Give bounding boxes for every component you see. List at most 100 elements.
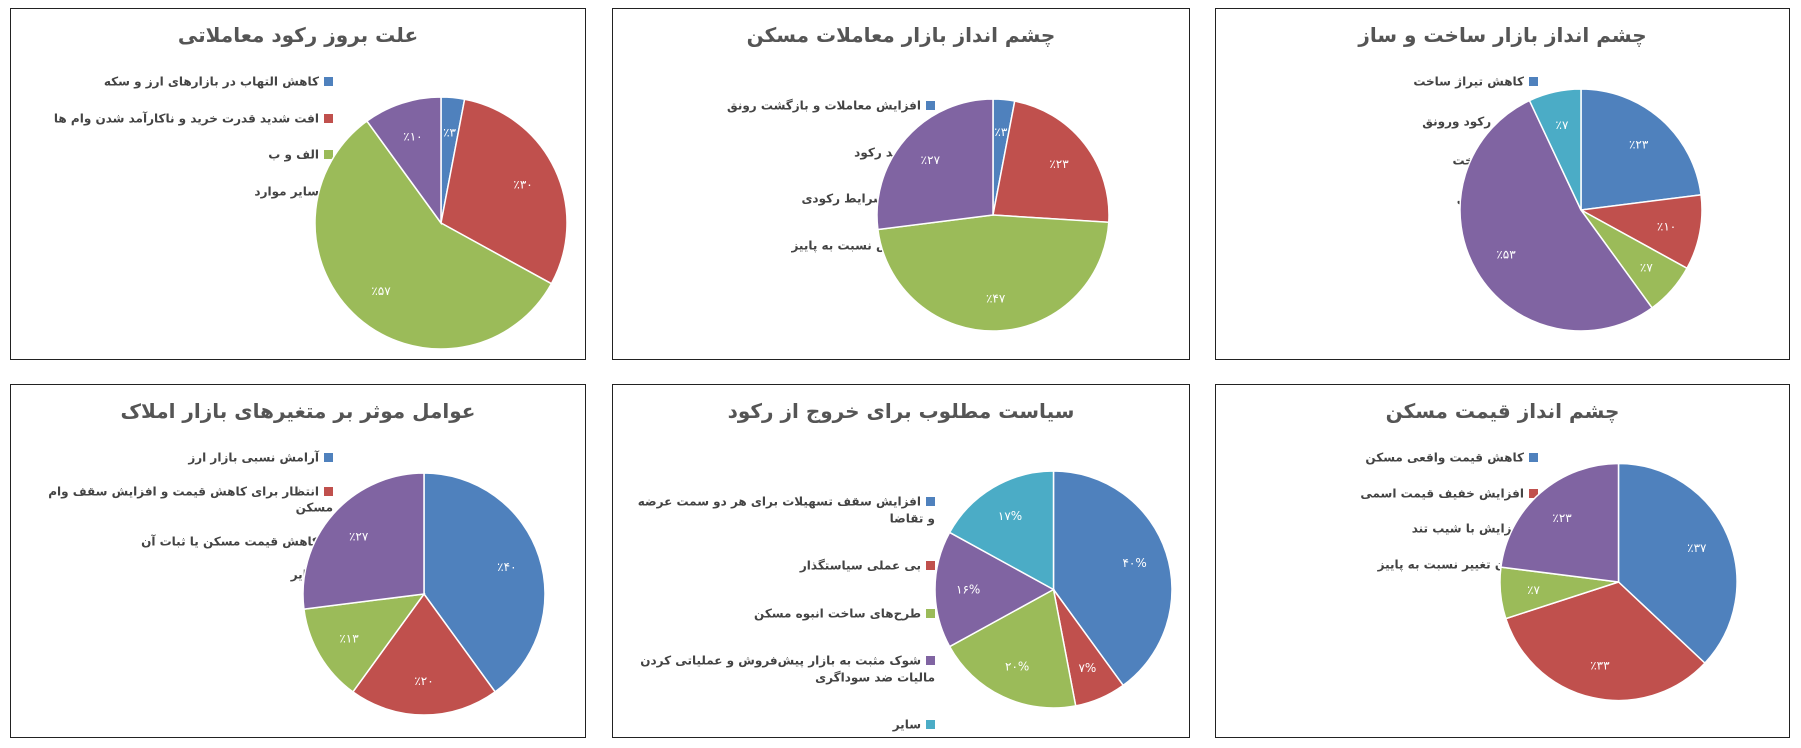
legend-swatch (926, 656, 935, 665)
legend-label: افزایش معاملات و بازگشت رونق (727, 98, 921, 113)
slice-data-label: ٪۵۳ (1496, 247, 1516, 261)
chart-title: چشم انداز بازار ساخت و ساز (1358, 23, 1647, 47)
chart-legend: کاهش التهاب در بازارهای ارز و سکه افت شدی… (33, 73, 333, 199)
legend-swatch (926, 608, 935, 618)
pie-slice (440, 98, 568, 285)
pie-slice (351, 592, 497, 716)
legend-label: سایر (892, 717, 921, 732)
legend-item: کاهش التهاب در بازارهای ارز و سکه (33, 73, 333, 90)
chart-panel-housing-transactions-outlook: چشم انداز بازار معاملات مسکن افزایش معام… (612, 8, 1190, 360)
legend-label: افزایش سقف تسهیلات برای هر دو سمت عرضه و… (637, 494, 935, 526)
slice-data-label: ٪۴۰ (497, 560, 516, 574)
legend-item: شوک مثبت به بازار پیش‌فروش و عملیاتی کرد… (635, 652, 935, 685)
legend-swatch (1529, 453, 1538, 462)
chart-title: عوامل موثر بر متغیرهای بازار املاک (120, 399, 476, 423)
pie-slice (1459, 99, 1654, 332)
pie-slice (948, 470, 1055, 591)
pie-chart: ٪۲۳ ٪۱۰ ٪۷ ٪۵۳ ٪۷ (1459, 88, 1703, 332)
legend-swatch (324, 150, 333, 159)
slice-data-label: ۱۷% (998, 509, 1022, 523)
slice-data-label: ٪۲۳ (1552, 511, 1572, 525)
slice-data-label: ٪۷ (1556, 118, 1569, 132)
slice-data-label: ٪۱۰ (403, 130, 422, 144)
pie-slice (1617, 462, 1738, 665)
slice-data-label: ٪۳۷ (1687, 541, 1707, 555)
legend-label: شوک مثبت به بازار پیش‌فروش و عملیاتی کرد… (640, 653, 935, 685)
legend-label: آرامش نسبی بازار ارز (188, 450, 319, 465)
legend-label: کاهش التهاب در بازارهای ارز و سکه (103, 74, 319, 89)
legend-label: سایر موارد (254, 184, 319, 198)
slice-data-label: ٪۱۰ (1657, 219, 1676, 233)
legend-label: الف و ب (268, 147, 319, 162)
legend-label: انتظار برای کاهش قیمت و افزایش سقف وام م… (48, 484, 333, 515)
legend-label: بدون تغییر نسبت به پاییز (1377, 557, 1524, 571)
legend-label: طرح‌های ساخت انبوه مسکن (754, 606, 921, 620)
slice-data-label: ٪۳ (994, 125, 1007, 139)
legend-item: آرامش نسبی بازار ارز (33, 449, 333, 466)
legend-label: افت شدید قدرت خرید و ناکارآمد شدن وام ها (53, 111, 319, 125)
pie-slice (302, 472, 425, 611)
legend-item: سایر موارد (33, 183, 333, 200)
chart-title: چشم انداز بازار معاملات مسکن (746, 23, 1056, 47)
pie-slice (876, 98, 994, 231)
pie-slice (1052, 470, 1173, 687)
chart-panel-exit-policy: سیاست مطلوب برای خروج از رکود افزایش سقف… (612, 384, 1190, 738)
slice-data-label: ٪۷ (1640, 261, 1653, 275)
pie-slice (365, 96, 442, 226)
legend-swatch (926, 497, 935, 506)
legend-item: کاهش قیمت مسکن یا ثبات آن (33, 533, 333, 550)
slice-data-label: ٪۲۰ (414, 674, 433, 688)
legend-item: الف و ب (33, 146, 333, 163)
legend-swatch (926, 101, 935, 110)
pie-slice (1578, 193, 1703, 270)
legend-swatch (926, 561, 935, 570)
pie-slice (1504, 581, 1706, 702)
chart-title: علت بروز رکود معاملاتی (177, 23, 419, 47)
chart-title: سیاست مطلوب برای خروج از رکود (727, 399, 1075, 423)
chart-legend: کاهش قیمت واقعی مسکن افزایش خفیف قیمت اسم… (1238, 449, 1538, 572)
pie-chart: ٪۳ ٪۳۰ ٪۵۷ ٪۱۰ (314, 96, 568, 350)
slice-data-label: ٪۵۷ (371, 284, 391, 298)
slice-data-label: ۷% (1078, 661, 1096, 675)
legend-item: بی عملی سیاستگذار (635, 557, 935, 574)
legend-item: افزایش سقف تسهیلات برای هر دو سمت عرضه و… (635, 493, 935, 526)
legend-item: طرح‌های ساخت انبوه مسکن (635, 605, 935, 622)
legend-item: بدون تغییر نسبت به پاییز (1238, 556, 1538, 573)
slice-data-label: ٪۳۳ (1590, 658, 1610, 672)
legend-label: افزایش خفیف قیمت اسمی (1360, 486, 1524, 500)
legend-item: افزایش معاملات و بازگشت رونق (635, 97, 935, 114)
legend-label: افزایش با شیب تند (1411, 521, 1524, 536)
slice-data-label: ۲۰% (1005, 660, 1029, 674)
chart-legend: افزایش سقف تسهیلات برای هر دو سمت عرضه و… (635, 493, 935, 733)
chart-panel-housing-price-outlook: چشم انداز قیمت مسکن کاهش قیمت واقعی مسکن… (1215, 384, 1790, 738)
legend-swatch (1529, 77, 1538, 86)
legend-swatch (324, 486, 333, 496)
slice-data-label: ٪۴۷ (986, 291, 1006, 305)
chart-panel-transaction-recession-cause: علت بروز رکود معاملاتی کاهش التهاب در با… (10, 8, 586, 360)
slice-data-label: ٪۲۳ (1629, 138, 1649, 152)
pie-slice (1500, 462, 1620, 583)
pie-slice (948, 588, 1077, 709)
legend-label: کاهش قیمت مسکن یا ثبات آن (141, 534, 319, 548)
slice-data-label: ٪۱۳ (339, 631, 359, 645)
legend-swatch (324, 77, 333, 86)
legend-item: افزایش با شیب تند (1238, 520, 1538, 537)
legend-label: کاهش قیمت واقعی مسکن (1365, 450, 1524, 465)
pie-chart: ٪۳ ٪۲۳ ٪۴۷ ٪۲۷ (876, 98, 1110, 332)
legend-item: انتظار برای کاهش قیمت و افزایش سقف وام م… (33, 483, 333, 516)
pie-chart: ٪۴۰ ٪۲۰ ٪۱۳ ٪۲۷ (302, 472, 546, 716)
pie-slice (303, 593, 426, 693)
pie-slice (992, 100, 1110, 224)
slice-data-label: ۱۶% (956, 583, 980, 597)
chart-title: چشم انداز قیمت مسکن (1385, 399, 1620, 423)
legend-swatch (324, 113, 333, 123)
legend-item: افزایش خفیف قیمت اسمی (1238, 485, 1538, 502)
legend-item: سایر (635, 716, 935, 733)
legend-label: بی عملی سیاستگذار (799, 558, 921, 573)
pie-chart: ٪۳۷ ٪۳۳ ٪۷ ٪۲۳ (1499, 462, 1738, 702)
legend-item: سایر (33, 566, 333, 583)
slice-data-label: ٪۲۷ (921, 153, 941, 167)
legend-swatch (324, 453, 333, 462)
chart-panel-construction-outlook: چشم انداز بازار ساخت و ساز کاهش تیراژ سا… (1215, 8, 1790, 360)
slice-data-label: ۴۰% (1122, 556, 1146, 570)
